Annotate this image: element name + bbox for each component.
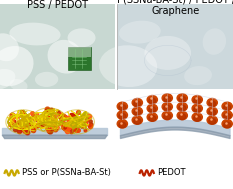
- Circle shape: [119, 105, 126, 111]
- Circle shape: [147, 95, 158, 104]
- Text: P(SSNa-BA-St) / PEDOT /
Graphene: P(SSNa-BA-St) / PEDOT / Graphene: [117, 0, 233, 16]
- Circle shape: [222, 120, 232, 128]
- Ellipse shape: [144, 36, 191, 70]
- Ellipse shape: [99, 45, 157, 87]
- Circle shape: [207, 107, 217, 115]
- Circle shape: [177, 103, 187, 111]
- Circle shape: [194, 107, 201, 113]
- Circle shape: [194, 98, 201, 104]
- Circle shape: [209, 101, 216, 107]
- Circle shape: [164, 105, 171, 111]
- Circle shape: [194, 115, 201, 121]
- Circle shape: [117, 111, 127, 119]
- Ellipse shape: [0, 33, 19, 61]
- Circle shape: [192, 104, 202, 113]
- Circle shape: [119, 122, 126, 128]
- Circle shape: [177, 94, 187, 102]
- Ellipse shape: [35, 72, 58, 87]
- Circle shape: [179, 105, 186, 111]
- Circle shape: [149, 115, 156, 121]
- Ellipse shape: [119, 21, 161, 44]
- Ellipse shape: [9, 23, 61, 45]
- Circle shape: [164, 96, 171, 102]
- Text: PSS or P(SSNa-BA-St): PSS or P(SSNa-BA-St): [22, 168, 111, 177]
- Text: PEDOT: PEDOT: [157, 168, 186, 177]
- Ellipse shape: [184, 66, 212, 85]
- Polygon shape: [2, 135, 107, 139]
- Circle shape: [117, 102, 127, 111]
- Circle shape: [207, 98, 217, 107]
- Circle shape: [224, 113, 231, 119]
- Circle shape: [117, 120, 127, 128]
- Ellipse shape: [48, 40, 83, 74]
- Circle shape: [119, 113, 126, 119]
- Circle shape: [209, 119, 216, 124]
- FancyBboxPatch shape: [68, 47, 91, 57]
- Circle shape: [222, 102, 232, 111]
- Ellipse shape: [68, 28, 96, 47]
- Circle shape: [132, 116, 142, 124]
- Circle shape: [147, 104, 158, 113]
- Circle shape: [134, 119, 141, 124]
- Circle shape: [132, 98, 142, 107]
- Circle shape: [179, 96, 186, 102]
- Circle shape: [147, 113, 158, 121]
- Ellipse shape: [0, 46, 34, 86]
- Circle shape: [149, 98, 156, 104]
- Ellipse shape: [203, 28, 226, 55]
- Circle shape: [222, 111, 232, 119]
- Ellipse shape: [0, 69, 15, 90]
- Circle shape: [207, 116, 217, 124]
- Circle shape: [162, 111, 172, 120]
- FancyBboxPatch shape: [0, 4, 115, 89]
- Circle shape: [149, 107, 156, 113]
- Circle shape: [162, 94, 172, 102]
- Circle shape: [164, 114, 171, 120]
- Circle shape: [192, 95, 202, 104]
- Ellipse shape: [10, 79, 27, 91]
- Circle shape: [134, 110, 141, 115]
- Circle shape: [134, 101, 141, 107]
- Text: PSS / PEDOT: PSS / PEDOT: [27, 0, 88, 10]
- FancyBboxPatch shape: [68, 47, 91, 70]
- Circle shape: [224, 105, 231, 111]
- Circle shape: [209, 110, 216, 115]
- Polygon shape: [2, 128, 107, 135]
- Circle shape: [162, 103, 172, 111]
- Circle shape: [132, 107, 142, 115]
- Circle shape: [192, 113, 202, 121]
- Circle shape: [177, 111, 187, 120]
- Circle shape: [179, 114, 186, 120]
- FancyBboxPatch shape: [118, 4, 233, 89]
- Circle shape: [224, 122, 231, 128]
